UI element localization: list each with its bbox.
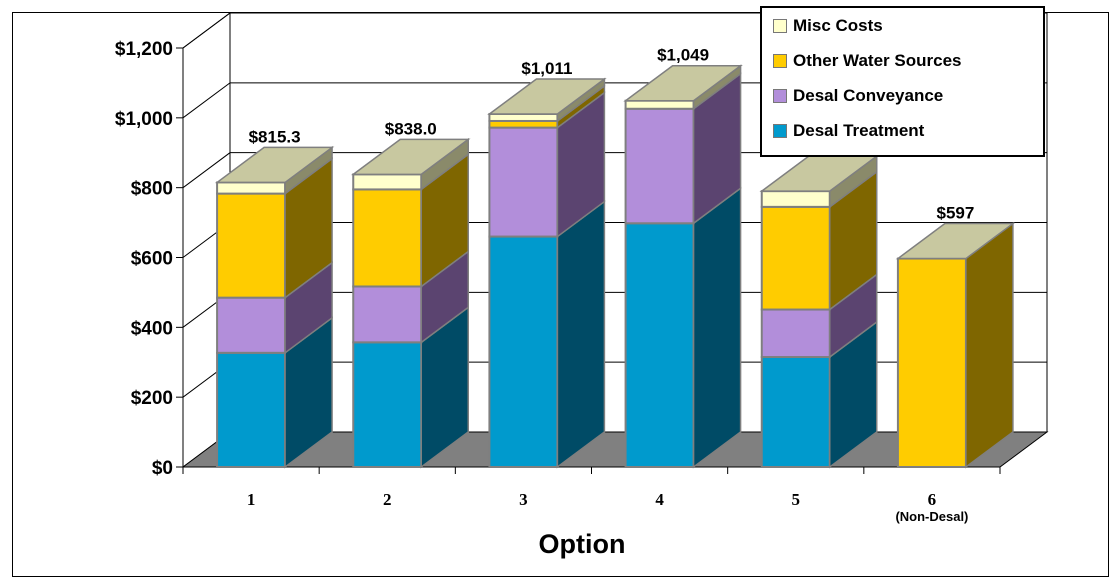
y-tick-label: $1,000 bbox=[115, 109, 173, 130]
legend-swatch bbox=[773, 54, 787, 68]
legend-item: Misc Costs bbox=[773, 14, 883, 38]
bar-segment bbox=[352, 188, 423, 288]
legend-label: Other Water Sources bbox=[793, 51, 962, 70]
total-label: $838.0 bbox=[385, 119, 437, 138]
bar-option-2 bbox=[350, 137, 471, 469]
bar-top bbox=[623, 64, 743, 102]
x-axis-title: Option bbox=[539, 529, 626, 559]
legend-label: Misc Costs bbox=[793, 16, 883, 35]
bar-option-3 bbox=[487, 77, 607, 469]
legend-item: Other Water Sources bbox=[773, 49, 961, 73]
x-tick-label: 6 bbox=[928, 490, 937, 509]
legend-item: Desal Conveyance bbox=[773, 84, 943, 108]
bar-segment bbox=[760, 205, 831, 311]
bar-top bbox=[487, 78, 607, 115]
bar-segment bbox=[488, 126, 559, 238]
bar-segment bbox=[760, 308, 831, 359]
bar-segment bbox=[352, 173, 423, 191]
bar-segment-side bbox=[965, 222, 1014, 469]
bar-top bbox=[214, 146, 335, 184]
bar-top bbox=[350, 138, 471, 176]
x-tick-label: 3 bbox=[519, 490, 528, 509]
x-tick-labels: 1 2 3 4 5 6(Non-Desal) bbox=[247, 490, 969, 524]
y-tick-label: $400 bbox=[131, 318, 173, 339]
bar-option-6 bbox=[895, 222, 1016, 469]
y-tick-label: $200 bbox=[131, 388, 173, 409]
bar-segment bbox=[760, 356, 831, 469]
bar-top bbox=[895, 222, 1016, 260]
bar-segment bbox=[216, 296, 287, 354]
x-tick-sublabel: (Non-Desal) bbox=[895, 509, 968, 524]
bar-segment bbox=[216, 181, 287, 195]
bars bbox=[214, 64, 1016, 469]
legend-item: Desal Treatment bbox=[773, 119, 924, 143]
bar-segment bbox=[488, 112, 559, 122]
y-tick-label: $600 bbox=[131, 249, 173, 270]
legend-swatch bbox=[773, 19, 787, 33]
legend-label: Desal Treatment bbox=[793, 121, 925, 140]
legend-swatch bbox=[773, 89, 787, 103]
x-tick-label: 4 bbox=[655, 490, 664, 509]
legend-swatch bbox=[773, 124, 787, 138]
total-label: $1,049 bbox=[657, 46, 709, 65]
y-tick-label: $0 bbox=[152, 458, 173, 479]
total-label: $815.3 bbox=[249, 127, 301, 146]
bar-segment bbox=[624, 107, 695, 225]
bar-segment bbox=[624, 222, 695, 468]
bar-segment bbox=[488, 235, 559, 468]
bar-segment bbox=[624, 99, 695, 110]
bar-segment-side bbox=[556, 200, 606, 469]
bar-segment bbox=[896, 257, 967, 468]
bar-segment-side bbox=[692, 186, 742, 469]
bar-segment bbox=[352, 341, 423, 468]
bar-option-5 bbox=[759, 154, 880, 469]
legend: Misc Costs Other Water Sources Desal Conve… bbox=[760, 6, 1045, 157]
legend-label: Desal Conveyance bbox=[793, 86, 944, 105]
bar-option-1 bbox=[214, 145, 335, 469]
y-tick-label: $1,200 bbox=[115, 39, 173, 60]
bar-segment bbox=[216, 192, 287, 299]
total-label: $597 bbox=[937, 204, 975, 223]
bar-segment bbox=[216, 351, 287, 469]
bar-segment bbox=[352, 285, 423, 344]
total-label: $1,011 bbox=[521, 59, 572, 78]
y-tick-label: $800 bbox=[131, 179, 173, 200]
bar-segment bbox=[760, 190, 831, 208]
bar-option-4 bbox=[623, 64, 743, 469]
x-tick-label: 1 bbox=[247, 490, 256, 509]
y-tick-labels: $0 $200 $400 $600 $800 $1,000 $1,200 bbox=[115, 39, 183, 479]
x-tick-label: 2 bbox=[383, 490, 392, 509]
x-tick-label: 5 bbox=[792, 490, 801, 509]
